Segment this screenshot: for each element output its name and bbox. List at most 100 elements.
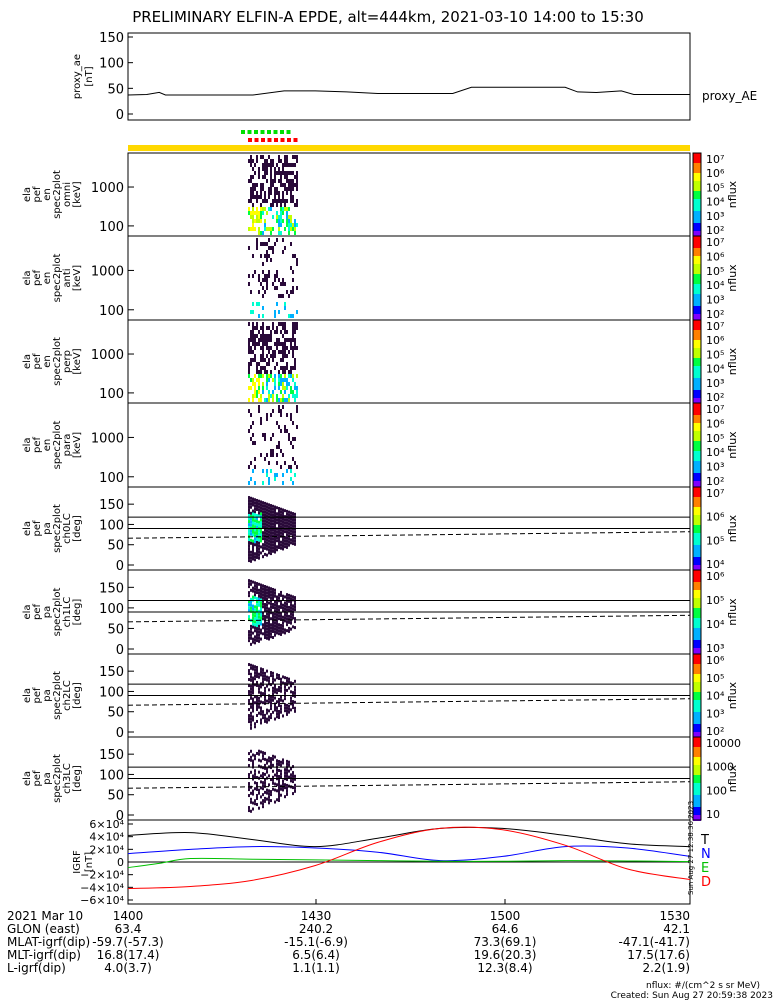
created-stamp: Created: Sun Aug 27 20:59:38 2023	[611, 991, 773, 1000]
heat-cell	[280, 366, 282, 370]
heat-cell	[262, 751, 264, 755]
heat-cell	[292, 771, 294, 775]
heat-cell	[290, 374, 292, 378]
heat-cell	[258, 541, 260, 545]
green-mark	[273, 130, 278, 134]
colorbar-strip	[693, 493, 701, 495]
heat-cell	[248, 758, 250, 762]
colorbar-strip	[693, 741, 701, 743]
heat-cell	[252, 801, 254, 805]
heat-cell	[256, 636, 258, 640]
colorbar-strip	[693, 682, 701, 684]
heat-cell	[282, 594, 284, 598]
heat-cell	[284, 685, 286, 689]
colorbar-strip	[693, 167, 701, 169]
colorbar-strip	[693, 549, 701, 551]
heat-cell	[278, 614, 280, 618]
colorbar-strip	[693, 282, 701, 284]
heat-cell	[274, 286, 276, 290]
heat-cell	[248, 582, 250, 586]
heat-cell	[270, 394, 272, 398]
colorbar-tick-label: 1000	[706, 761, 734, 774]
heat-cell	[284, 542, 286, 546]
heat-cell	[268, 607, 270, 611]
heat-cell	[264, 163, 266, 167]
heat-cell	[294, 203, 296, 207]
heat-cell	[252, 211, 254, 215]
anti-loss-cone-line	[127, 781, 691, 789]
colorbar-strip	[693, 231, 701, 233]
colorbar-tick-label: 10⁵	[706, 672, 724, 685]
heat-cell	[270, 793, 272, 797]
ylabel-line: pa	[42, 772, 53, 784]
heat-cell	[258, 215, 260, 219]
heat-cell	[288, 707, 290, 711]
heat-cell	[280, 516, 282, 520]
colorbar-strip	[693, 745, 701, 747]
colorbar-strip	[693, 574, 701, 576]
legend-E: E	[701, 861, 709, 876]
heat-cell	[256, 537, 258, 541]
heat-cell	[294, 620, 296, 624]
heat-cell	[252, 187, 254, 191]
heat-cell	[256, 609, 258, 613]
heat-cell	[264, 546, 266, 550]
heat-cell	[272, 159, 274, 163]
panel-ch0LC: ela pef pa spec2plot ch0LC [deg]05010015010⁷1…	[22, 486, 739, 574]
y-tick-label: 50	[107, 82, 124, 97]
ylabel-line: ela	[22, 688, 33, 703]
colorbar-strip	[693, 586, 701, 588]
heat-cell	[290, 538, 292, 542]
heat-cell	[258, 615, 260, 619]
colorbar-strip	[693, 624, 701, 626]
heat-cell	[264, 159, 266, 163]
heat-cell	[268, 631, 270, 635]
heat-cell	[254, 537, 256, 541]
heat-cell	[292, 457, 294, 461]
heat-cell	[290, 290, 292, 294]
heat-cell	[256, 211, 258, 215]
heat-cell	[264, 528, 266, 532]
heat-cell	[266, 532, 268, 536]
heat-cell	[270, 537, 272, 541]
heat-cell	[274, 167, 276, 171]
heat-cell	[288, 350, 290, 354]
heat-cell	[274, 600, 276, 604]
heat-cell	[288, 531, 290, 535]
colorbar-strip	[693, 330, 701, 332]
heat-cell	[262, 501, 264, 505]
heat-cell	[272, 620, 274, 624]
heat-cell	[250, 800, 252, 804]
heat-cell	[250, 211, 252, 215]
heat-cell	[292, 518, 294, 522]
heat-cell	[284, 227, 286, 231]
colorbar-tick-label: 10²	[706, 391, 724, 404]
y-tick-label: 50	[107, 789, 124, 804]
heat-cell	[276, 783, 278, 787]
heat-cell	[252, 421, 254, 425]
heat-cell	[254, 754, 256, 758]
heat-cell	[250, 386, 252, 390]
heat-cell	[272, 549, 274, 553]
heat-cell	[268, 634, 270, 638]
heat-cell	[282, 675, 284, 679]
heat-cell	[276, 211, 278, 215]
colorbar-strip	[693, 479, 701, 481]
heat-cell	[280, 211, 282, 215]
colorbar-strip	[693, 712, 701, 714]
red-mark	[287, 138, 291, 142]
heat-cell	[258, 511, 260, 515]
heat-cell	[274, 517, 276, 521]
heat-cell	[270, 623, 272, 627]
heat-cell	[260, 282, 262, 286]
colorbar-strip	[693, 336, 701, 338]
y-tick-label: 0	[116, 726, 124, 741]
heat-cell	[268, 238, 270, 242]
heat-cell	[278, 545, 280, 549]
heat-cell	[260, 374, 262, 378]
heat-cell	[266, 362, 268, 366]
heat-cell	[260, 207, 262, 211]
heat-cell	[274, 609, 276, 613]
